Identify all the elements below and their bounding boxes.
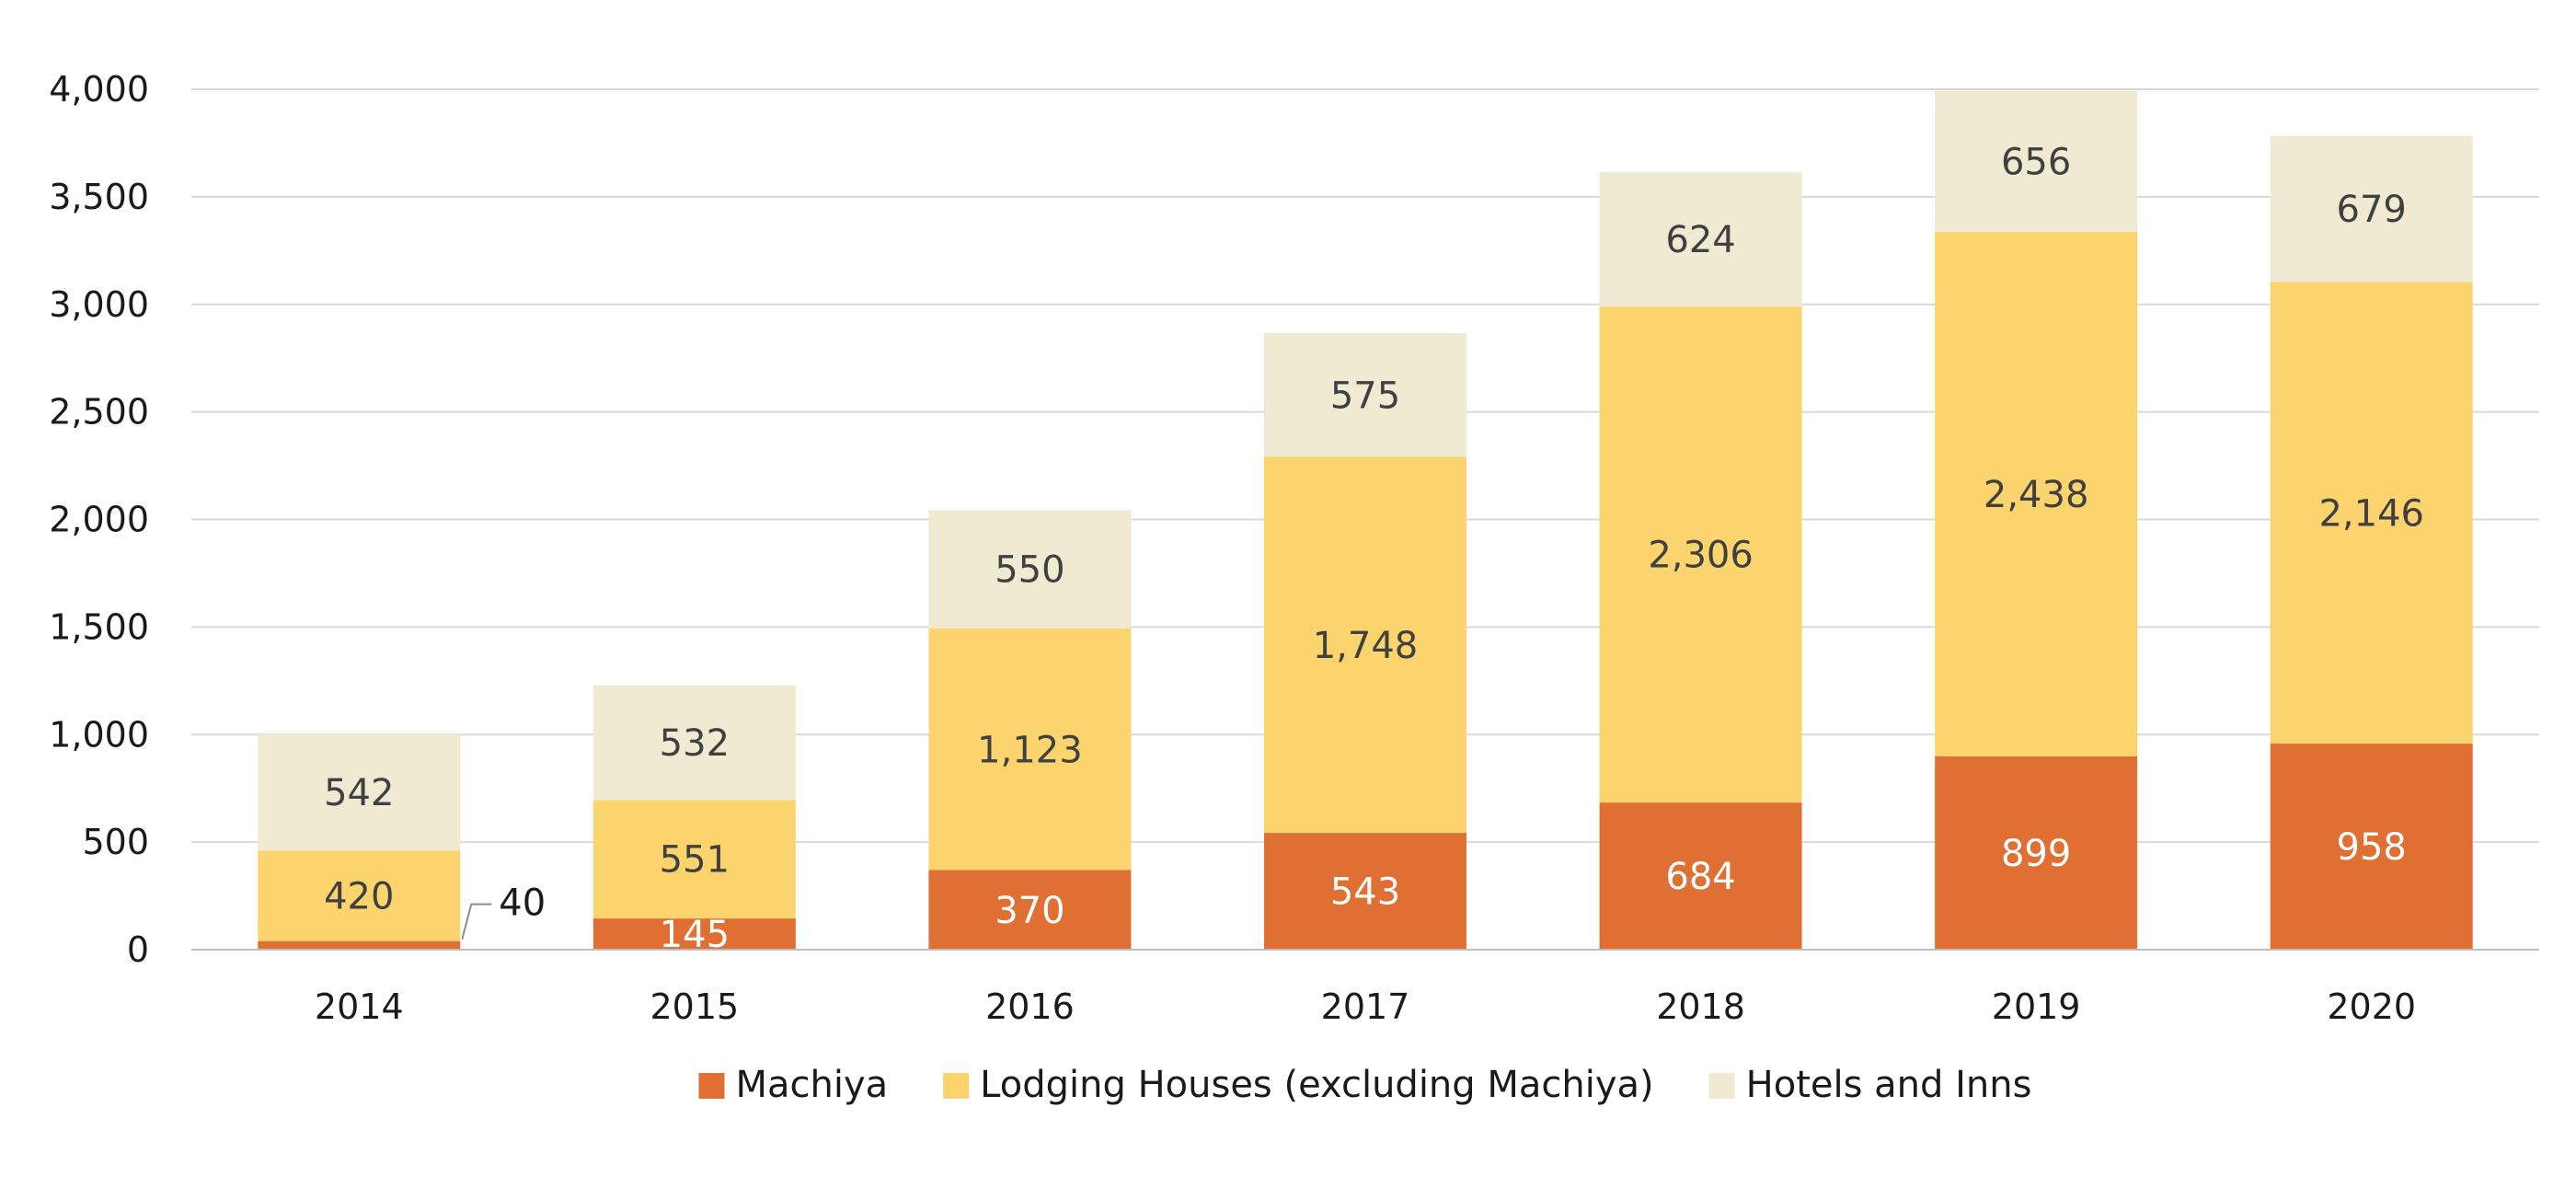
data-labels: 40 420 542 145 551 532 370 1,123 550 543 1,748 575 6…: [324, 141, 2424, 956]
data-label: 2,306: [1648, 535, 1754, 577]
legend-label: Machiya: [736, 1064, 889, 1106]
bar-segment: [258, 850, 461, 941]
y-tick-label: 1,500: [49, 606, 149, 647]
bar-segment: [592, 685, 796, 801]
y-tick-label: 3,500: [49, 177, 149, 217]
bar-segment: [1264, 456, 1466, 834]
data-label: 550: [995, 549, 1064, 592]
data-label: 551: [660, 839, 730, 882]
legend: Machiya Lodging Houses (excluding Machiya…: [698, 1064, 2032, 1106]
y-tick-label: 1,000: [49, 714, 149, 755]
data-label: 40: [499, 882, 546, 925]
data-label: 684: [1665, 856, 1735, 898]
legend-item: Lodging Houses (excluding Machiya): [943, 1064, 1654, 1106]
bar-segment: [1599, 306, 1802, 803]
bar-segment: [928, 870, 1132, 950]
x-tick-label: 2016: [985, 986, 1075, 1027]
data-label: 679: [2337, 189, 2407, 231]
bar-segment: [2270, 135, 2473, 283]
y-axis: 0 500 1,000 1,500 2,000 2,500 3,000 3,500 4,000: [49, 69, 149, 970]
bar-segment: [1935, 231, 2138, 756]
data-label: 656: [2001, 141, 2071, 183]
legend-label: Hotels and Inns: [1746, 1064, 2032, 1106]
data-label: 532: [660, 722, 730, 765]
bar-segment: [258, 733, 461, 851]
y-tick-label: 3,000: [49, 284, 149, 325]
data-label: 1,748: [1313, 625, 1419, 667]
legend-swatch: [1708, 1073, 1735, 1099]
bar-segment: [1935, 90, 2138, 232]
bar-segment: [1264, 333, 1466, 457]
bars: [258, 90, 2473, 950]
x-tick-label: 2015: [650, 986, 739, 1027]
bar-segment: [258, 940, 461, 950]
legend-swatch: [943, 1073, 970, 1099]
leader-line: [461, 903, 492, 940]
legend-item: Machiya: [698, 1064, 889, 1106]
bar-segment: [1935, 755, 2138, 950]
x-tick-label: 2018: [1656, 986, 1745, 1027]
bar-segment: [592, 918, 796, 950]
bar-segment: [1599, 172, 1802, 307]
x-axis: 2014 2015 2016 2017 2018 2019 2020: [191, 949, 2539, 1027]
data-label: 370: [995, 890, 1064, 932]
x-tick-label: 2019: [1992, 986, 2081, 1027]
bar-segment: [592, 800, 796, 919]
bar-segment: [928, 510, 1132, 629]
y-tick-label: 0: [127, 929, 149, 970]
legend-swatch: [698, 1073, 725, 1099]
x-tick-label: 2014: [315, 986, 404, 1027]
legend-item: Hotels and Inns: [1708, 1064, 2032, 1106]
legend-label: Lodging Houses (excluding Machiya): [980, 1064, 1653, 1106]
y-tick-label: 500: [82, 822, 149, 862]
y-tick-label: 2,500: [49, 392, 149, 433]
x-tick-label: 2020: [2327, 986, 2416, 1027]
data-label: 543: [1330, 871, 1400, 914]
x-tick-label: 2017: [1321, 986, 1410, 1027]
data-label: 575: [1330, 375, 1400, 417]
bar-segment: [2270, 744, 2473, 950]
data-label: 2,146: [2318, 492, 2424, 535]
data-label: 624: [1665, 219, 1735, 261]
data-label: 145: [660, 914, 730, 956]
bar-segment: [1264, 833, 1466, 950]
data-label: 958: [2337, 826, 2407, 869]
y-tick-label: 2,000: [49, 500, 149, 540]
bar-segment: [2270, 282, 2473, 744]
data-label: 420: [324, 876, 394, 918]
data-label: 542: [324, 772, 394, 814]
data-label: 899: [2001, 833, 2071, 875]
bar-segment: [928, 629, 1132, 871]
bar-segment: [1599, 802, 1802, 950]
y-tick-label: 4,000: [49, 69, 149, 110]
data-label: 1,123: [977, 729, 1083, 771]
data-label: 2,438: [1984, 474, 2089, 516]
